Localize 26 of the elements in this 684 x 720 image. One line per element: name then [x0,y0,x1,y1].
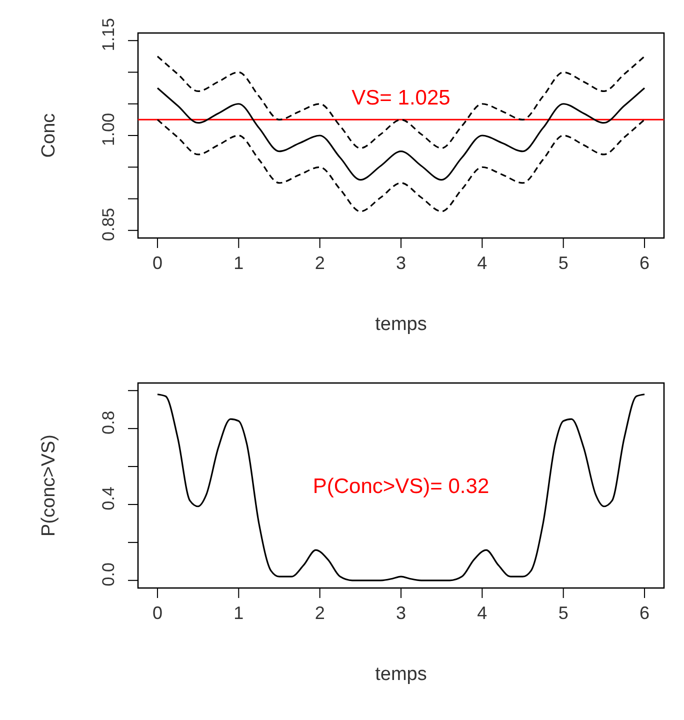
x-axis-title: temps [375,664,427,685]
y-tick-label: 0.8 [99,410,118,434]
x-tick-label: 2 [314,252,325,273]
y-tick-label: 0.0 [99,562,118,586]
x-tick-label: 4 [477,252,488,273]
x-tick-label: 3 [396,252,406,273]
x-tick-label: 5 [558,602,568,623]
x-tick-label: 6 [640,602,650,623]
x-tick-label: 0 [152,602,162,623]
x-tick-label: 0 [152,252,162,273]
x-axis-title: temps [375,314,427,335]
y-tick-label: 1.00 [99,112,118,146]
y-axis-title: Conc [38,113,60,158]
x-tick-label: 6 [640,252,650,273]
y-tick-label: 0.85 [99,208,118,241]
y-tick-label: 0.4 [99,486,118,510]
ref-line-label: VS= 1.025 [352,86,450,110]
y-axis-title: P(conc>VS) [38,434,60,536]
x-tick-label: 4 [477,602,488,623]
x-tick-label: 3 [396,602,406,623]
annotation: P(Conc>VS)= 0.32 [312,474,490,498]
x-tick-label: 2 [314,602,325,623]
y-tick-label: 1.15 [99,18,118,52]
x-tick-label: 5 [558,252,568,273]
x-tick-label: 1 [234,602,244,623]
x-tick-label: 1 [234,252,244,273]
